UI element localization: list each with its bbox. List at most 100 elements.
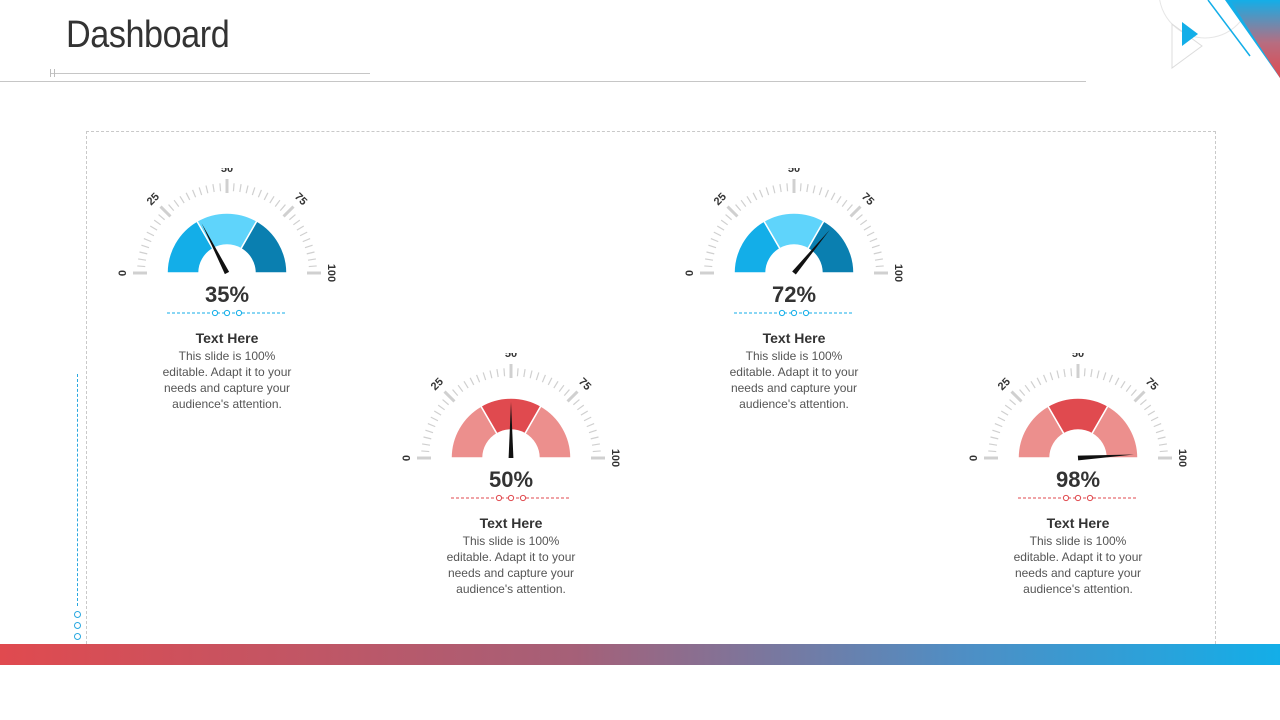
bottom-gradient-band — [0, 644, 1280, 665]
gauge-minor-tick — [1150, 416, 1159, 422]
gauge-minor-tick — [1155, 429, 1164, 434]
gauge-minor-tick — [799, 183, 802, 192]
gauge-minor-tick — [706, 251, 715, 255]
side-dashed-line — [77, 374, 78, 606]
gauge-minor-tick — [752, 192, 758, 201]
title-underline-long — [0, 81, 1086, 82]
gauge-minor-tick — [179, 195, 185, 204]
gauge-minor-tick — [296, 225, 305, 231]
gauge-minor-tick — [1063, 369, 1066, 378]
gauge-card: 0 25 50 75 100 72% Text Here This slide is 1… — [674, 168, 914, 428]
side-dot — [74, 622, 81, 629]
gauge-scale-label: 25 — [996, 376, 1013, 393]
gauge-scale-label: 100 — [609, 449, 621, 467]
separator-dot — [211, 309, 219, 317]
gauge-minor-tick — [1130, 389, 1137, 397]
gauge-minor-tick — [591, 443, 600, 446]
separator-dot — [235, 309, 243, 317]
gauge-minor-tick — [153, 219, 162, 226]
gauge-minor-tick — [263, 192, 269, 201]
gauge-minor-tick — [710, 238, 719, 243]
gauge-minor-tick — [989, 443, 998, 446]
gauge-minor-tick — [1114, 377, 1120, 386]
separator-dot — [1062, 494, 1070, 502]
gauge-separator — [1018, 494, 1138, 502]
gauge-percent: 72% — [771, 282, 817, 307]
gauge-minor-tick — [427, 423, 436, 428]
gauge-minor-tick — [219, 183, 222, 192]
gauge-major-tick — [849, 205, 862, 218]
gauge-minor-tick — [529, 370, 533, 379]
gauge-scale-label: 0 — [968, 455, 980, 461]
gauge-minor-tick — [863, 225, 872, 231]
gauge-minor-tick — [496, 369, 499, 378]
gauge-minor-tick — [274, 199, 281, 208]
gauge-minor-tick — [149, 225, 158, 231]
gauge-minor-tick — [516, 368, 519, 377]
gauge-minor-tick — [205, 185, 209, 194]
gauge-minor-tick — [1158, 443, 1167, 446]
gauge-minor-tick — [740, 199, 747, 208]
gauge-minor-tick — [866, 231, 875, 237]
gauge-description: This slide is 100% editable. Adapt it to… — [446, 534, 576, 596]
gauge-minor-tick — [588, 429, 597, 434]
gauge-minor-tick — [245, 185, 249, 194]
gauge-minor-tick — [772, 185, 776, 194]
gauge-minor-tick — [704, 265, 713, 268]
gauge-minor-tick — [437, 404, 446, 411]
gauge-scale-label: 75 — [859, 191, 876, 208]
gauge-minor-tick — [592, 450, 601, 453]
gauge-minor-tick — [192, 189, 197, 198]
gauge-major-tick — [1133, 390, 1146, 403]
gauge-minor-tick — [1153, 423, 1162, 428]
gauge-minor-tick — [1108, 374, 1113, 383]
gauge-scale-label: 75 — [1143, 376, 1160, 393]
gauge-minor-tick — [1090, 369, 1093, 378]
gauge-minor-tick — [806, 184, 809, 193]
gauge-minor-tick — [841, 199, 848, 208]
gauge-minor-tick — [1019, 389, 1026, 397]
gauge-minor-tick — [423, 436, 432, 440]
gauge-minor-tick — [141, 244, 150, 249]
gauge-minor-tick — [302, 238, 311, 243]
gauge-minor-tick — [859, 219, 868, 226]
gauge-card: 0 25 50 75 100 98% Text Here This slide is 1… — [958, 353, 1198, 613]
gauge-minor-tick — [469, 377, 475, 386]
gauge-minor-tick — [547, 377, 553, 386]
gauge-needle — [508, 402, 514, 458]
gauge-minor-tick — [873, 251, 882, 255]
gauge-minor-tick — [830, 192, 836, 201]
gauge-minor-tick — [1036, 377, 1042, 386]
gauge-minor-tick — [1030, 380, 1036, 389]
gauge-minor-tick — [251, 187, 256, 196]
separator-dot — [223, 309, 231, 317]
gauge-minor-tick — [1049, 372, 1054, 381]
separator-dot — [1074, 494, 1082, 502]
gauge-minor-tick — [1102, 372, 1107, 381]
gauge-dial: 0 25 50 75 100 — [401, 353, 621, 467]
separator-dot — [778, 309, 786, 317]
gauge-minor-tick — [708, 244, 717, 249]
separator-dot — [507, 494, 515, 502]
gauge-minor-tick — [874, 258, 883, 261]
gauge-minor-tick — [558, 384, 565, 393]
gauge-minor-tick — [818, 187, 823, 196]
gauge-scale-label: 0 — [401, 455, 413, 461]
gauge-minor-tick — [720, 219, 729, 226]
gauge-minor-tick — [299, 231, 308, 237]
gauge-minor-tick — [572, 399, 580, 406]
gauge-band — [806, 219, 855, 274]
gauge-minor-tick — [288, 214, 296, 221]
gauge-scale-label: 25 — [429, 376, 446, 393]
gauge-scale-label: 25 — [145, 191, 162, 208]
gauge-minor-tick — [307, 258, 316, 261]
gauge-minor-tick — [1125, 384, 1132, 393]
gauge-minor-tick — [306, 251, 315, 255]
gauge-separator — [451, 494, 571, 502]
gauge-minor-tick — [430, 416, 439, 422]
gauge-minor-tick — [168, 204, 175, 212]
gauge-minor-tick — [586, 423, 595, 428]
gauge-minor-tick — [173, 199, 180, 208]
gauge-minor-tick — [576, 404, 585, 411]
gauge-band — [523, 404, 572, 459]
